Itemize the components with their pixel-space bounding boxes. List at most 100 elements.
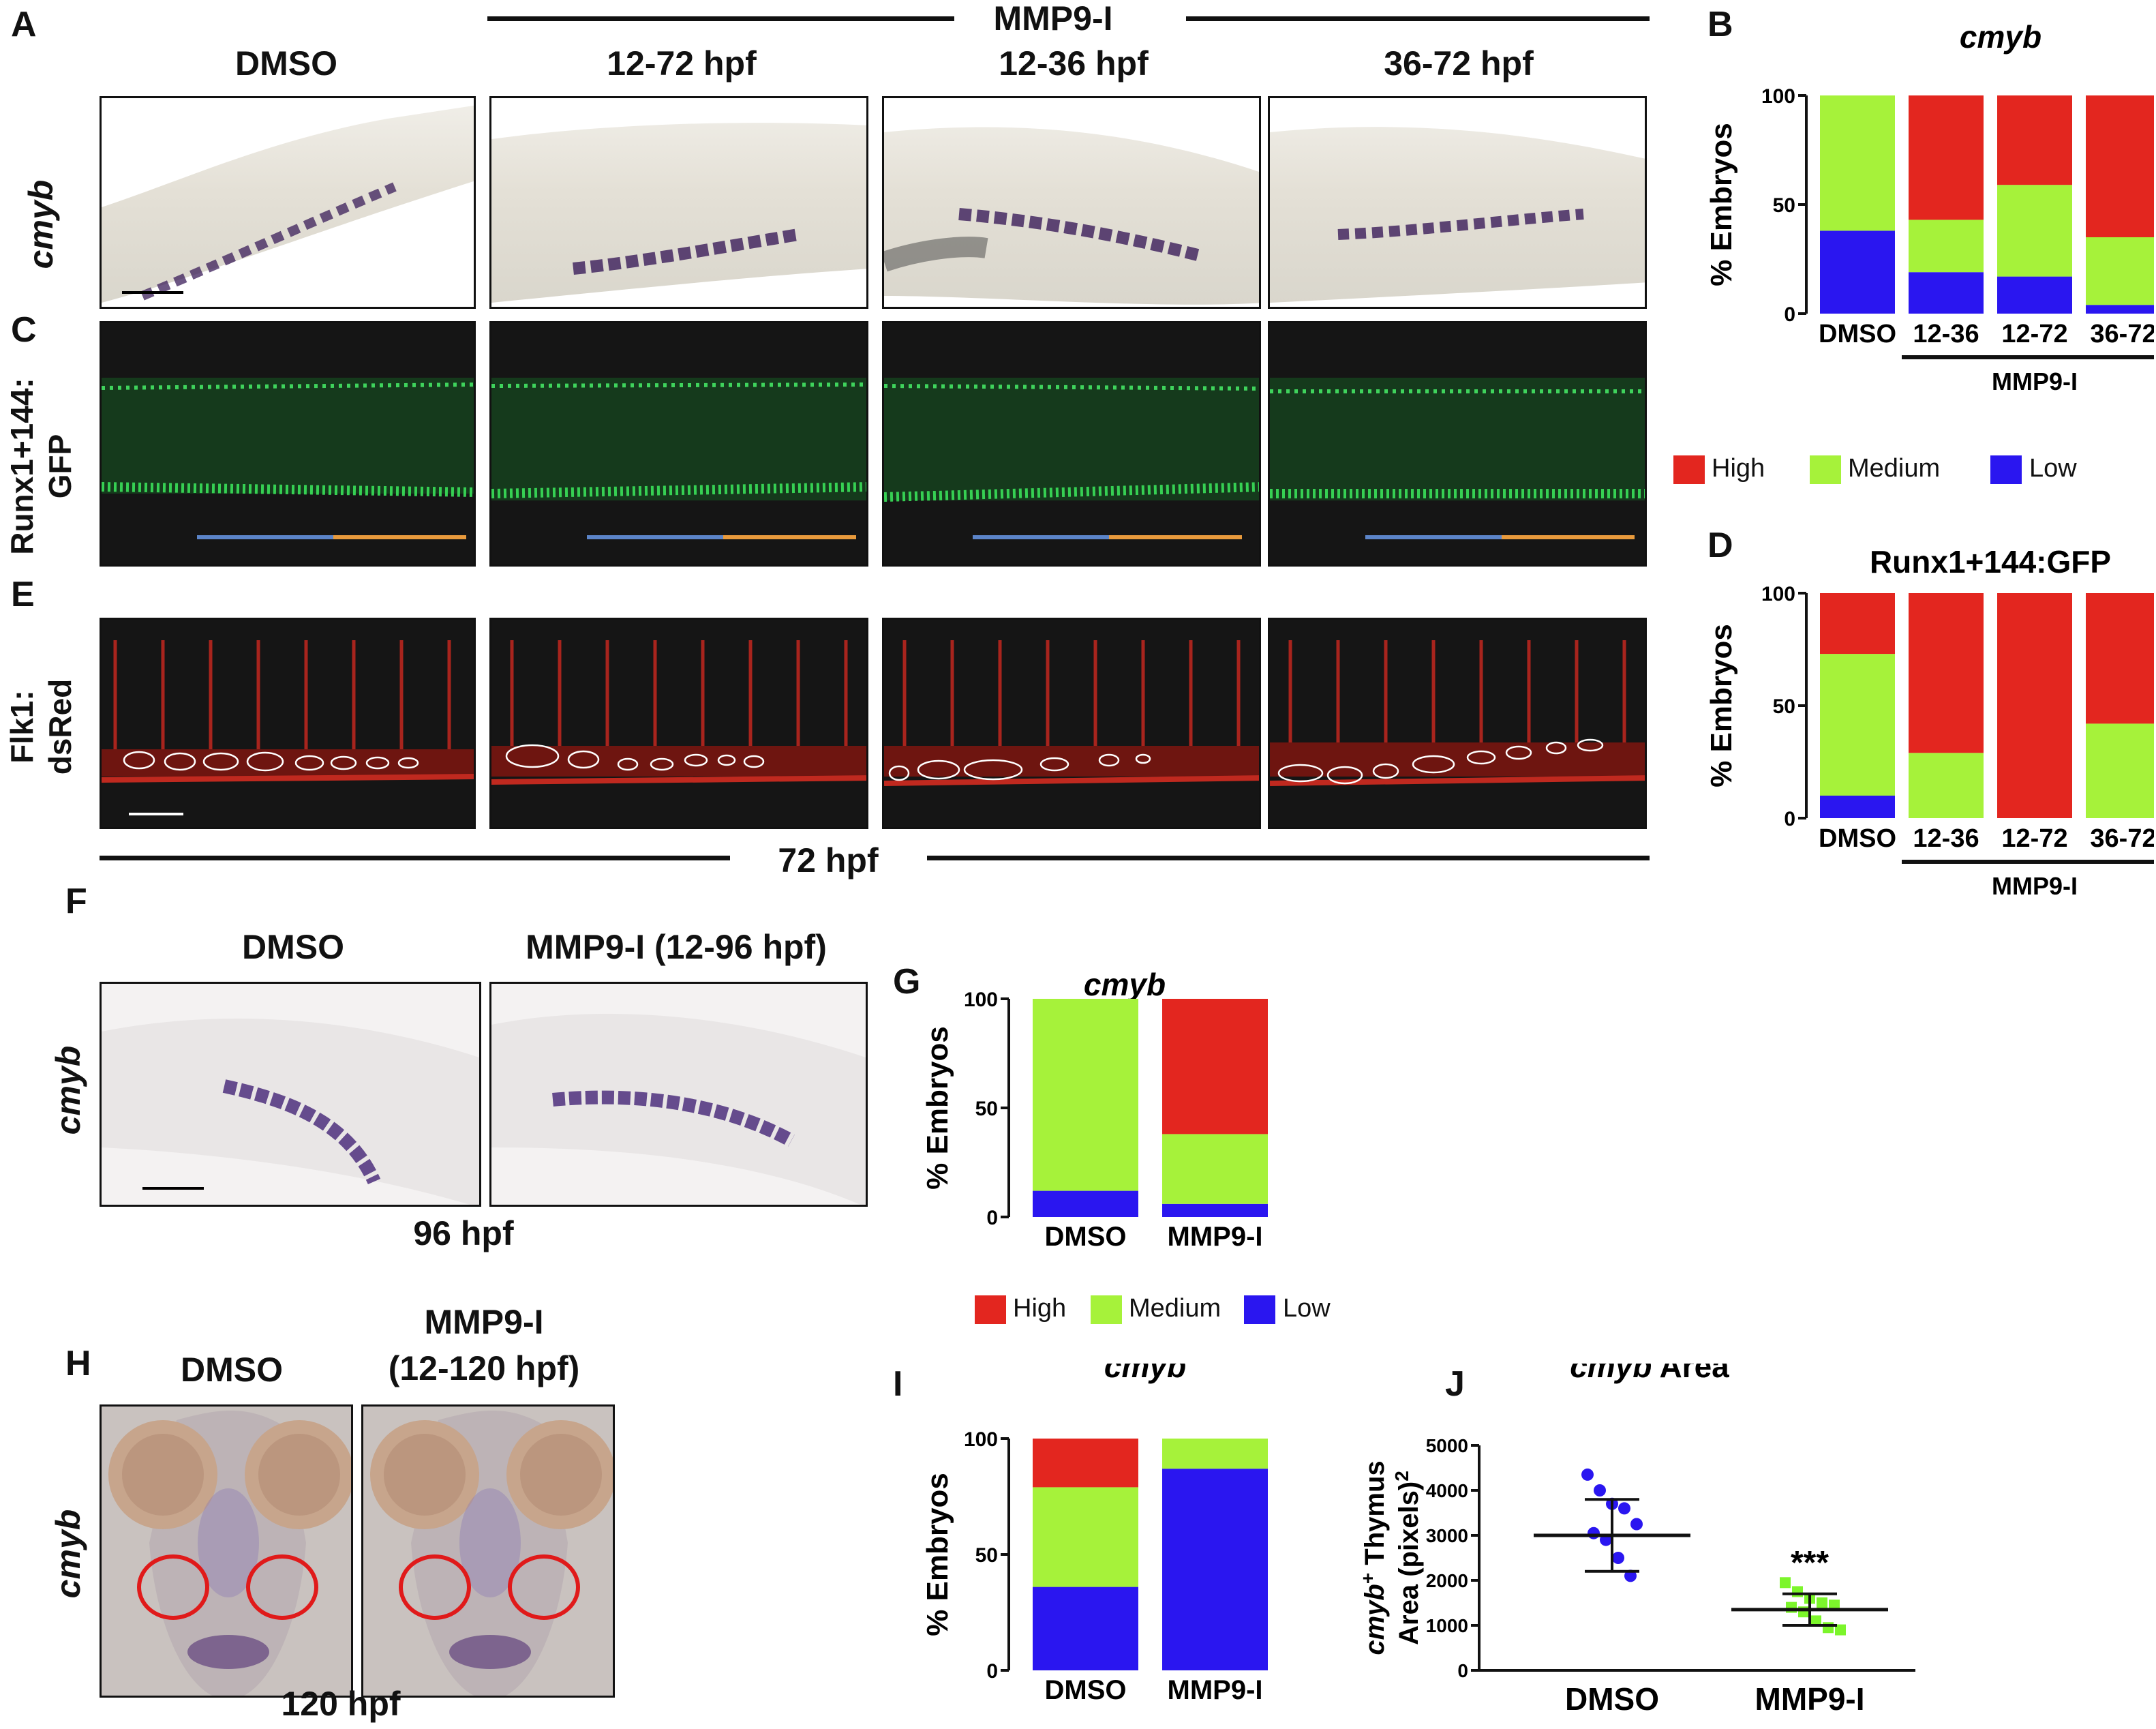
panel-label-e: E <box>11 575 35 614</box>
bar-low-3 <box>2086 305 2154 314</box>
bar-high-2 <box>1997 593 2072 818</box>
x-tick-label: 36-72 <box>2090 824 2154 853</box>
mmp9-point <box>1835 1624 1846 1636</box>
y-tick-label: 0 <box>1784 303 1795 326</box>
legend-high-label: High <box>1712 454 1765 483</box>
dmso-point <box>1581 1468 1594 1481</box>
gfp-image-36-72 <box>1268 321 1647 567</box>
row-label-runx-line1: Runx1+144: <box>4 378 40 555</box>
legend-high-swatch <box>1673 455 1705 484</box>
dsred-image-12-36 <box>882 618 1261 829</box>
chart-g-cmyb: cmyb % Embryos 0 50 100 DMSO MMP9-I <box>921 968 1268 1252</box>
panel-label-h: H <box>65 1344 91 1383</box>
bar-medium-3 <box>2086 237 2154 305</box>
mmp9-bracket-right <box>1186 16 1650 21</box>
row-label-cmyb-f: cmyb <box>49 1045 87 1135</box>
chart-d-runx: Runx1+144:GFP % Embryos 0 50 100 DMSO 12-36 12-… <box>1705 544 2154 900</box>
mmp9-point <box>1780 1577 1791 1589</box>
chart-j-cmyb-area: cmyb Area cmyb+ Thymus Area (pixels)2 0 1000… <box>1357 1364 1915 1717</box>
y-tick-label: 100 <box>1761 85 1795 108</box>
y-tick-label: 3000 <box>1426 1525 1468 1546</box>
bar-medium-2 <box>1997 185 2072 277</box>
dmso-point <box>1618 1502 1630 1515</box>
y-tick-label: 50 <box>1773 194 1795 217</box>
bar-high-1 <box>1162 999 1268 1134</box>
dmso-point <box>1594 1484 1606 1497</box>
dmso-point <box>1612 1552 1624 1564</box>
bar-low-0 <box>1033 1587 1138 1670</box>
dsred-image-12-72 <box>489 618 868 829</box>
chart-i-cmyb: cmyb % Embryos 0 50 100 DMSO MMP9-I <box>921 1364 1268 1705</box>
x-tick-label: MMP9-I <box>1168 1675 1263 1705</box>
bar-low-0 <box>1033 1190 1138 1217</box>
y-tick-label: 100 <box>964 1428 998 1451</box>
panel-label-i: I <box>893 1364 903 1404</box>
y-tick-label: 100 <box>964 989 998 1011</box>
x-tick-label: MMP9-I <box>1168 1222 1263 1252</box>
h-header-dmso: DMSO <box>181 1351 283 1389</box>
bar-medium-1 <box>1909 753 1984 818</box>
y-tick-label: 50 <box>1773 695 1795 718</box>
bar-low-0 <box>1820 796 1895 818</box>
legend-medium-label: Medium <box>1848 454 1941 483</box>
x-tick-label: DMSO <box>1819 320 1896 348</box>
column-header-12-36: 12-36 hpf <box>999 44 1149 82</box>
panel-label-b: B <box>1707 5 1733 44</box>
row-label-flk: Flk1: dsRed <box>3 638 79 815</box>
significance-label: *** <box>1791 1545 1829 1581</box>
panel-label-j: J <box>1445 1364 1465 1404</box>
group-label: MMP9-I <box>1992 872 2078 900</box>
x-tick-label: 12-72 <box>2001 824 2067 853</box>
chart-title: cmyb <box>1960 19 2041 55</box>
legend-low-swatch <box>1244 1295 1275 1324</box>
column-header-12-72: 12-72 hpf <box>607 44 757 82</box>
y-tick-label: 0 <box>986 1660 998 1683</box>
bar-low-1 <box>1162 1203 1268 1217</box>
legend-medium-swatch <box>1091 1295 1122 1324</box>
mmp9-point <box>1829 1599 1840 1611</box>
panel-label-g: G <box>893 962 921 1002</box>
dsred-image-dmso <box>100 618 476 829</box>
bar-high-1 <box>1909 593 1984 753</box>
panel-label-f: F <box>65 882 87 921</box>
group-label: MMP9-I <box>1992 367 2078 395</box>
row-label-runx: Runx1+144: GFP <box>3 378 79 555</box>
bar-high-2 <box>1997 95 2072 185</box>
gfp-image-12-36 <box>882 321 1261 567</box>
cmyb-image-f-dmso <box>100 982 481 1207</box>
y-axis-label: % Embryos <box>1705 123 1738 286</box>
cmyb-image-h-mmp9 <box>361 1404 615 1698</box>
y-axis-label-line1: cmyb+ Thymus <box>1357 1460 1390 1655</box>
mmp9-point <box>1792 1586 1803 1597</box>
x-tick-label: 12-36 <box>1913 320 1979 348</box>
bar-low-1 <box>1162 1469 1268 1670</box>
chart-title: cmyb Area <box>1570 1364 1729 1384</box>
mmp9-bracket-left <box>487 16 954 21</box>
bar-high-3 <box>2086 95 2154 237</box>
y-tick-label: 0 <box>1457 1660 1468 1681</box>
legend-low-swatch <box>1990 455 2022 484</box>
x-tick-label: 36-72 <box>2090 320 2154 348</box>
y-axis-label: % Embryos <box>1705 624 1738 787</box>
gfp-image-12-72 <box>489 321 868 567</box>
y-tick-label: 5000 <box>1426 1435 1468 1456</box>
bar-high-1 <box>1909 95 1984 220</box>
y-tick-label: 2000 <box>1426 1570 1468 1591</box>
legend-high-label: High <box>1013 1294 1067 1323</box>
chart-title: Runx1+144:GFP <box>1870 544 2111 580</box>
panel-label-d: D <box>1707 526 1733 565</box>
bar-low-2 <box>1997 276 2072 314</box>
row-label-cmyb-a: cmyb <box>22 179 60 269</box>
y-tick-label: 50 <box>975 1544 998 1567</box>
dmso-point <box>1630 1518 1643 1531</box>
dsred-image-36-72 <box>1268 618 1647 829</box>
y-axis-label: % Embryos <box>921 1026 954 1190</box>
bar-medium-3 <box>2086 723 2154 818</box>
x-tick-label: DMSO <box>1045 1675 1127 1705</box>
cmyb-image-12-36 <box>882 96 1261 309</box>
legend-medium-swatch <box>1810 455 1841 484</box>
mmp9-point <box>1823 1622 1834 1634</box>
row-label-flk-line1: Flk1: <box>4 690 40 764</box>
hpf120-footer: 120 hpf <box>281 1685 401 1723</box>
mmp9-point <box>1817 1597 1827 1608</box>
